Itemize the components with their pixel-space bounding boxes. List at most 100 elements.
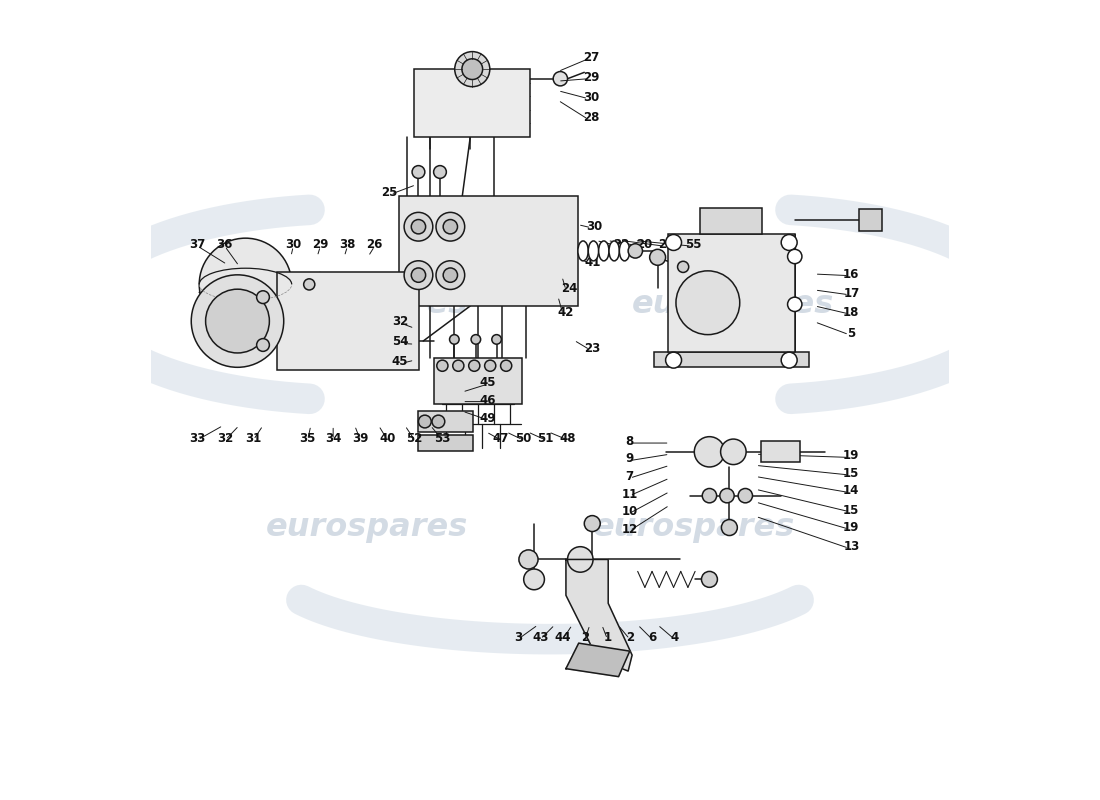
Circle shape — [433, 166, 447, 178]
Text: 15: 15 — [844, 503, 859, 517]
Text: 18: 18 — [844, 306, 859, 319]
Ellipse shape — [588, 241, 598, 261]
Circle shape — [628, 244, 642, 258]
Text: 28: 28 — [583, 111, 600, 124]
Bar — [415, 69, 530, 137]
Text: 46: 46 — [480, 394, 496, 406]
Circle shape — [485, 360, 496, 371]
Bar — [398, 196, 578, 306]
Circle shape — [788, 250, 802, 264]
Text: 48: 48 — [559, 432, 575, 445]
Text: 38: 38 — [339, 238, 355, 251]
Text: 2: 2 — [626, 631, 634, 644]
Text: 2: 2 — [581, 631, 590, 644]
Circle shape — [584, 515, 601, 531]
Text: 24: 24 — [561, 282, 578, 295]
Text: eurospares: eurospares — [593, 512, 794, 543]
Text: 29: 29 — [583, 70, 600, 84]
Text: 43: 43 — [532, 631, 549, 644]
Circle shape — [500, 360, 512, 371]
Circle shape — [256, 290, 270, 303]
Circle shape — [206, 289, 270, 353]
Text: 21: 21 — [658, 238, 674, 251]
Text: 5: 5 — [847, 326, 856, 339]
Circle shape — [404, 212, 432, 241]
Text: 9: 9 — [626, 453, 634, 466]
Circle shape — [462, 58, 483, 79]
Circle shape — [238, 327, 253, 343]
Circle shape — [436, 212, 464, 241]
Text: 39: 39 — [352, 432, 368, 445]
Circle shape — [450, 334, 459, 344]
Text: 37: 37 — [189, 238, 206, 251]
Circle shape — [650, 250, 666, 266]
Bar — [277, 273, 419, 370]
Text: 26: 26 — [366, 238, 383, 251]
Text: 34: 34 — [324, 432, 341, 445]
Text: 12: 12 — [621, 522, 638, 536]
Circle shape — [676, 271, 739, 334]
Text: 1: 1 — [603, 631, 612, 644]
Bar — [418, 411, 473, 432]
Circle shape — [432, 415, 444, 428]
Text: 47: 47 — [493, 432, 509, 445]
Circle shape — [437, 360, 448, 371]
Ellipse shape — [578, 241, 588, 261]
Circle shape — [199, 238, 292, 330]
Circle shape — [304, 279, 315, 290]
Text: 36: 36 — [217, 238, 233, 251]
Circle shape — [652, 251, 663, 262]
Circle shape — [443, 268, 458, 282]
Text: 30: 30 — [586, 220, 603, 233]
Circle shape — [411, 268, 426, 282]
Text: 32: 32 — [392, 315, 408, 328]
Text: 49: 49 — [480, 412, 496, 425]
Text: 4: 4 — [670, 631, 679, 644]
Circle shape — [469, 360, 480, 371]
Circle shape — [702, 489, 716, 503]
Text: 31: 31 — [245, 432, 262, 445]
Text: 30: 30 — [583, 90, 600, 103]
Circle shape — [191, 275, 284, 367]
Circle shape — [418, 415, 431, 428]
Text: 45: 45 — [392, 355, 408, 368]
Text: 8: 8 — [626, 435, 634, 448]
Text: 30: 30 — [285, 238, 301, 251]
Circle shape — [524, 569, 544, 590]
Text: 15: 15 — [844, 467, 859, 480]
Text: 19: 19 — [844, 521, 859, 534]
Text: 3: 3 — [514, 631, 522, 644]
Circle shape — [719, 489, 734, 503]
Circle shape — [436, 261, 464, 290]
Circle shape — [694, 437, 725, 467]
Text: 6: 6 — [648, 631, 657, 644]
Bar — [761, 442, 800, 462]
Text: 40: 40 — [379, 432, 396, 445]
Text: 14: 14 — [844, 484, 859, 498]
Circle shape — [404, 261, 432, 290]
Text: 27: 27 — [583, 50, 600, 64]
Circle shape — [722, 519, 737, 535]
Circle shape — [568, 546, 593, 572]
Text: 32: 32 — [218, 432, 233, 445]
Text: 10: 10 — [621, 505, 638, 518]
Circle shape — [256, 338, 270, 351]
Circle shape — [702, 571, 717, 587]
Text: 16: 16 — [844, 267, 859, 281]
Circle shape — [471, 334, 481, 344]
Text: 20: 20 — [636, 238, 652, 251]
Bar — [653, 352, 810, 366]
Circle shape — [492, 334, 502, 344]
Text: 23: 23 — [584, 342, 601, 354]
Circle shape — [412, 166, 425, 178]
Circle shape — [519, 550, 538, 569]
Circle shape — [720, 439, 746, 465]
Text: 44: 44 — [554, 631, 571, 644]
Bar — [668, 234, 794, 352]
Ellipse shape — [609, 241, 619, 261]
Text: eurospares: eurospares — [632, 289, 835, 320]
Polygon shape — [565, 559, 632, 671]
Circle shape — [411, 219, 426, 234]
Text: 41: 41 — [585, 256, 602, 270]
Text: 25: 25 — [381, 186, 397, 199]
